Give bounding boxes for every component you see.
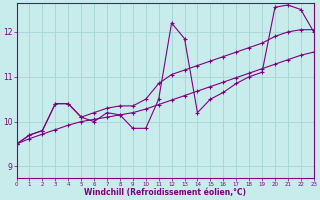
X-axis label: Windchill (Refroidissement éolien,°C): Windchill (Refroidissement éolien,°C) [84, 188, 246, 197]
